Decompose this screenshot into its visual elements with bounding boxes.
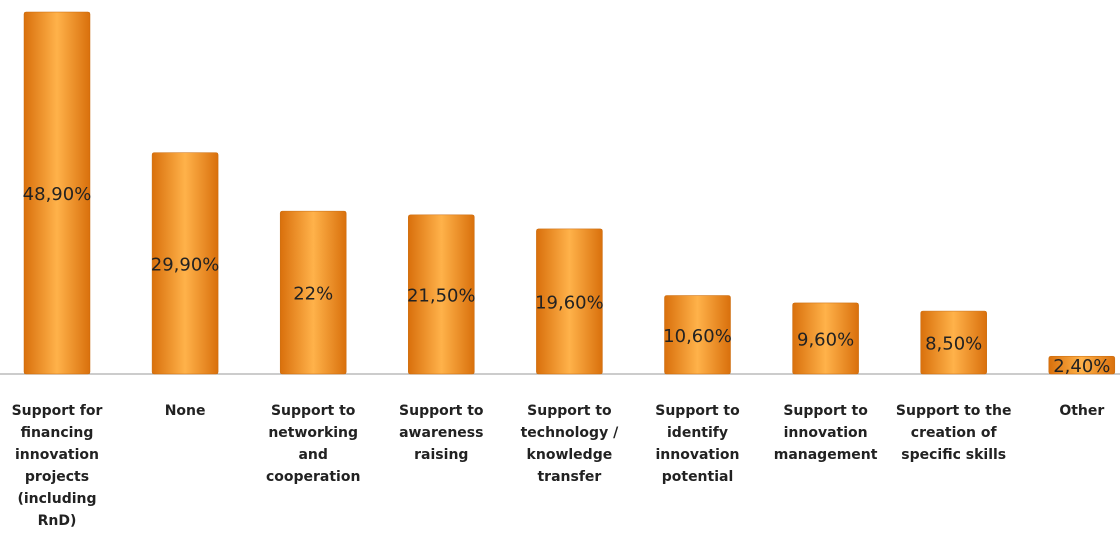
x-tick-label: None <box>164 403 206 419</box>
bar <box>664 295 731 375</box>
value-label: 21,50% <box>407 285 476 306</box>
value-label: 22% <box>293 284 333 305</box>
x-tick-label: Support to the creation of specific skil… <box>895 403 1012 463</box>
x-tick-label: Support to networking and cooperation <box>265 403 361 485</box>
x-tick-label: Support to identify innovation potential <box>655 403 740 485</box>
value-label: 2,40% <box>1053 356 1110 377</box>
value-label: 19,60% <box>535 292 604 313</box>
value-label: 29,90% <box>151 254 220 275</box>
bar <box>23 11 91 375</box>
bar <box>1048 355 1116 375</box>
x-tick-label: Support for financing innovation project… <box>11 403 103 529</box>
value-label: 48,90% <box>23 184 92 205</box>
bar <box>792 302 859 375</box>
x-tick-label: Support to awareness raising <box>399 403 484 463</box>
bar <box>279 210 347 375</box>
value-label: 9,60% <box>797 329 854 350</box>
bar <box>920 310 987 375</box>
bar <box>536 228 603 375</box>
x-tick-label: Other <box>1059 403 1105 419</box>
x-tick-label: Support to technology / knowledge transf… <box>520 403 619 485</box>
value-label: 10,60% <box>663 326 732 347</box>
bar <box>151 152 219 375</box>
bar <box>408 214 475 375</box>
value-label: 8,50% <box>925 334 982 355</box>
x-tick-label: Support to innovation management <box>773 403 878 463</box>
